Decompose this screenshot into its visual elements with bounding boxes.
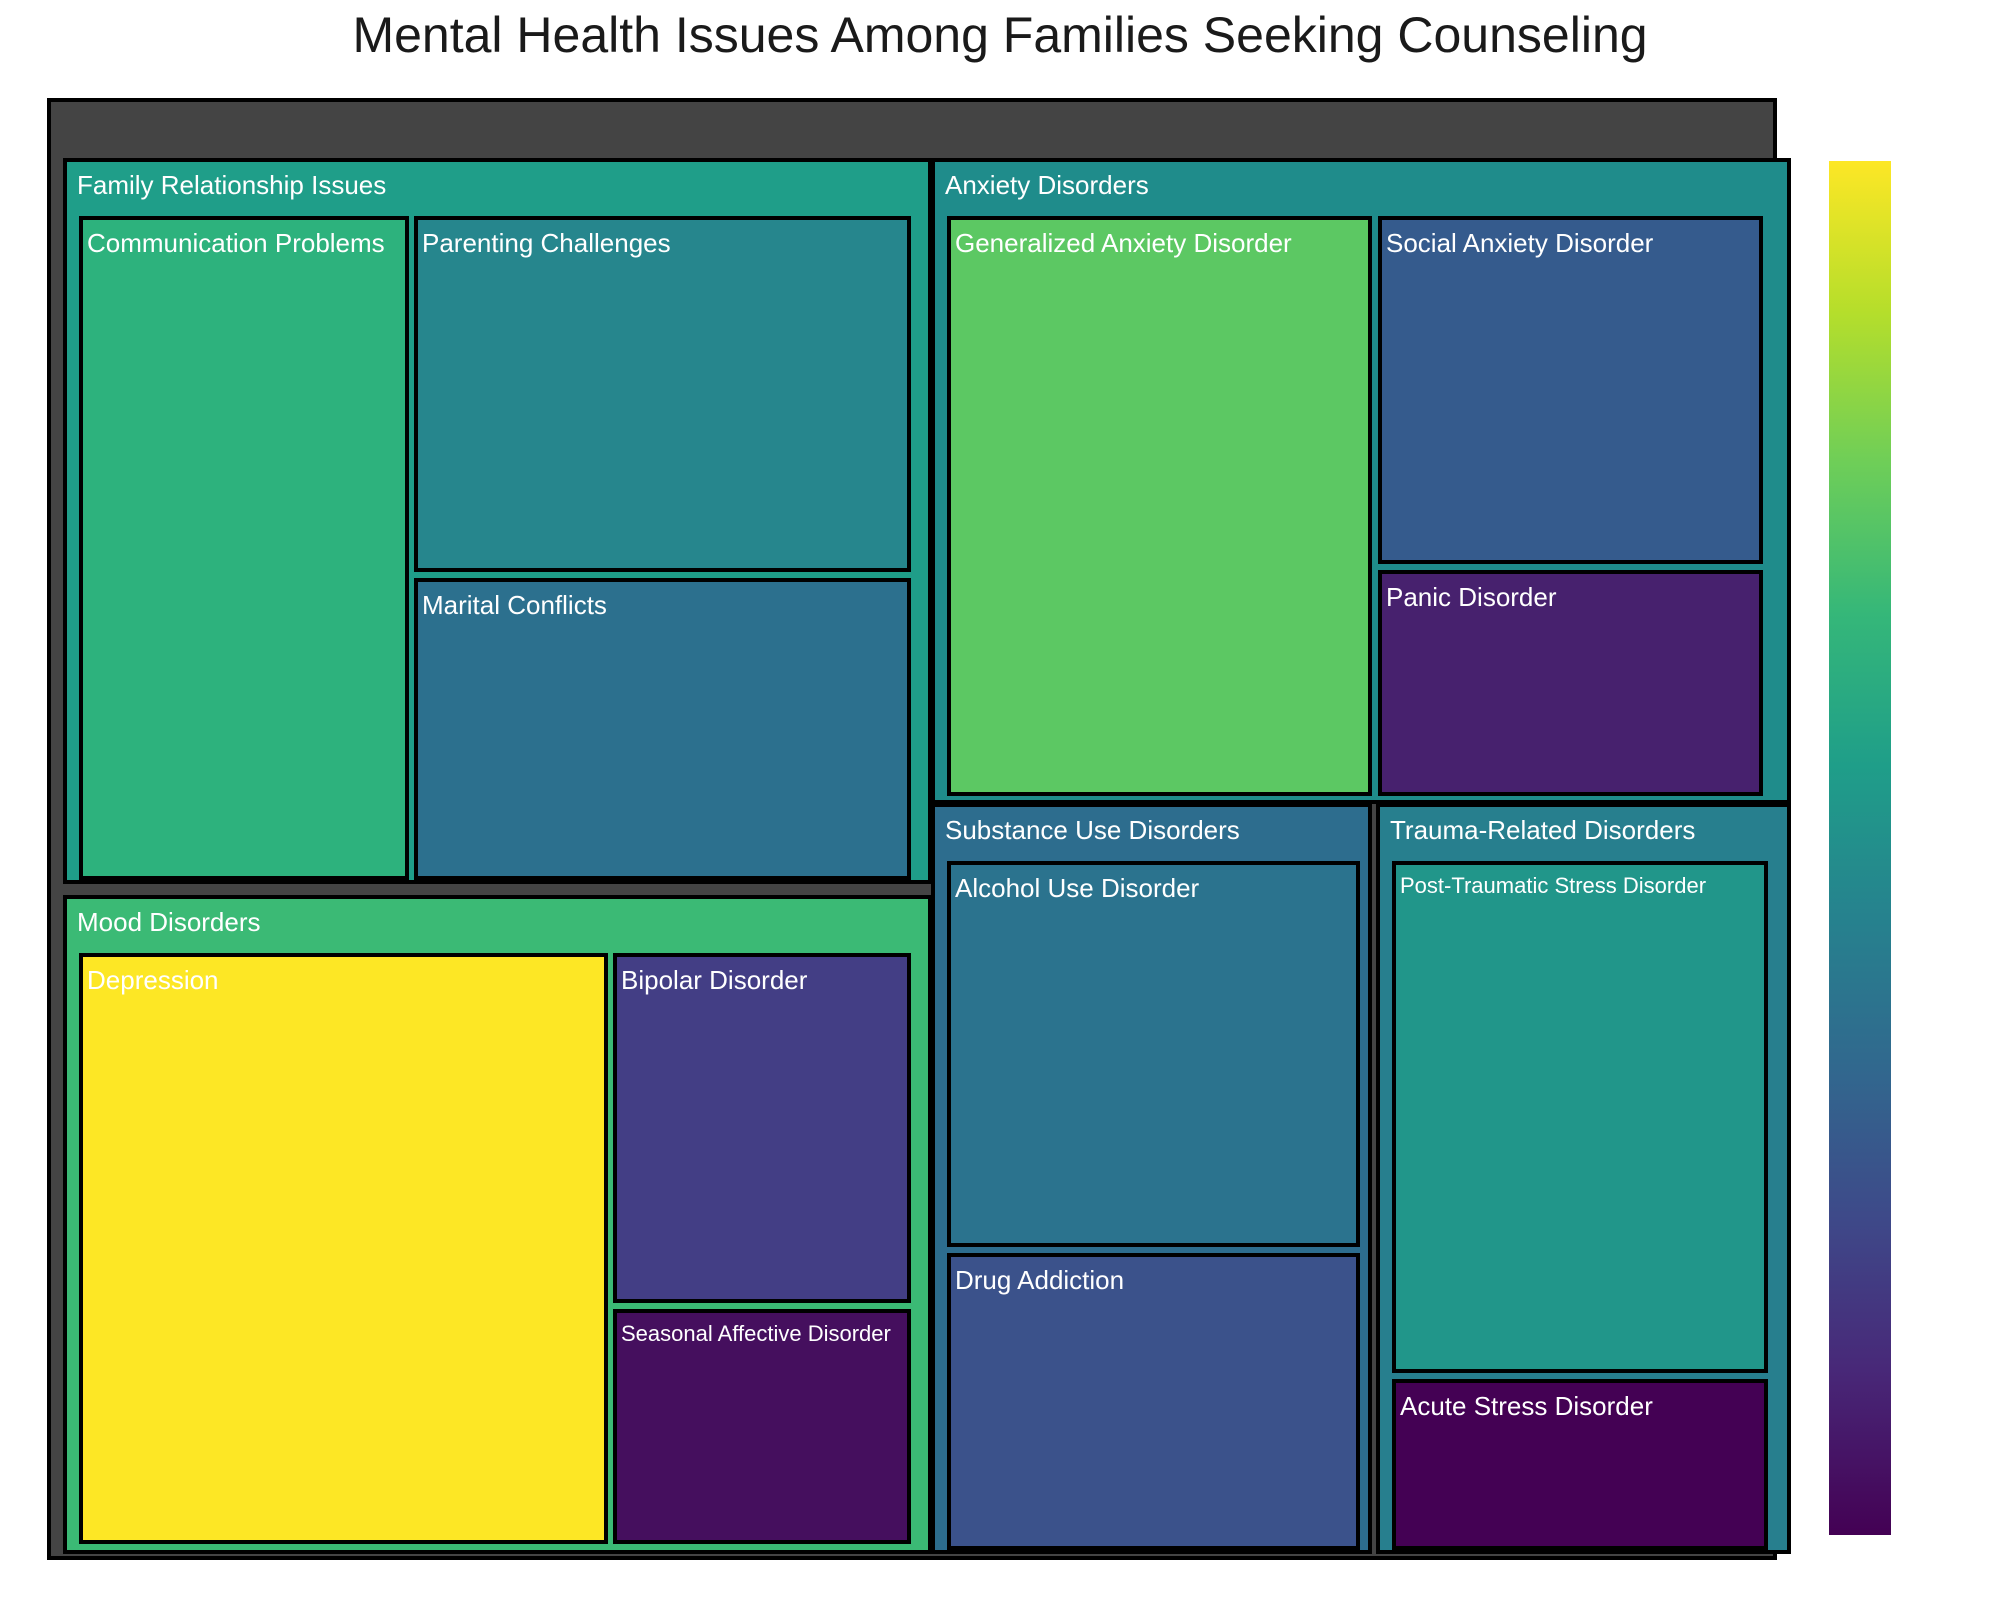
- treemap-tile-generalized-anxiety-disorder[interactable]: Generalized Anxiety Disorder: [947, 216, 1372, 796]
- treemap-group-family-relationship-issues[interactable]: Family Relationship Issues Communication …: [63, 158, 932, 884]
- treemap-tile-alcohol-use-disorder[interactable]: Alcohol Use Disorder: [947, 861, 1360, 1247]
- tile-label: Drug Addiction: [955, 1265, 1125, 1295]
- treemap-tile-communication-problems[interactable]: Communication Problems: [79, 216, 409, 880]
- treemap-tile-drug-addiction[interactable]: Drug Addiction: [947, 1253, 1360, 1550]
- treemap-root: Family Relationship Issues Communication …: [47, 98, 1791, 1560]
- treemap-tile-parenting-challenges[interactable]: Parenting Challenges: [414, 216, 911, 572]
- treemap-group-mood-disorders[interactable]: Mood Disorders Depression Bipolar Disorder…: [63, 895, 932, 1554]
- tile-label: Communication Problems: [87, 228, 385, 258]
- tile-label: Acute Stress Disorder: [1400, 1391, 1653, 1421]
- treemap-group-anxiety-disorders[interactable]: Anxiety Disorders Generalized Anxiety Dis…: [931, 158, 1791, 804]
- treemap-tile-social-anxiety-disorder[interactable]: Social Anxiety Disorder: [1378, 216, 1763, 564]
- treemap-tile-depression[interactable]: Depression: [79, 953, 608, 1544]
- colorbar: [1829, 161, 1891, 1535]
- treemap-tile-bipolar-disorder[interactable]: Bipolar Disorder: [613, 953, 911, 1303]
- treemap-tile-seasonal-affective-disorder[interactable]: Seasonal Affective Disorder: [613, 1309, 911, 1544]
- chart-title: Mental Health Issues Among Families Seek…: [352, 7, 1648, 63]
- tile-label: Marital Conflicts: [422, 590, 607, 620]
- tile-label: Seasonal Affective Disorder: [621, 1321, 891, 1346]
- treemap-tile-acute-stress-disorder[interactable]: Acute Stress Disorder: [1392, 1379, 1768, 1550]
- group-label: Trauma-Related Disorders: [1390, 815, 1696, 845]
- tile-label: Generalized Anxiety Disorder: [955, 228, 1292, 258]
- treemap-tile-post-traumatic-stress-disorder[interactable]: Post-Traumatic Stress Disorder: [1392, 861, 1768, 1373]
- tile-label: Social Anxiety Disorder: [1386, 228, 1654, 258]
- tile-label: Alcohol Use Disorder: [955, 873, 1200, 903]
- group-label: Family Relationship Issues: [77, 170, 387, 200]
- treemap-tile-marital-conflicts[interactable]: Marital Conflicts: [414, 578, 911, 880]
- group-label: Anxiety Disorders: [945, 170, 1149, 200]
- group-label: Substance Use Disorders: [945, 815, 1240, 845]
- tile-label: Depression: [87, 965, 219, 995]
- tile-label: Panic Disorder: [1386, 582, 1557, 612]
- treemap-group-trauma-related-disorders[interactable]: Trauma-Related Disorders Post-Traumatic S…: [1376, 803, 1791, 1554]
- tile-label: Parenting Challenges: [422, 228, 671, 258]
- treemap-group-substance-use-disorders[interactable]: Substance Use Disorders Alcohol Use Disor…: [931, 803, 1372, 1554]
- treemap-tile-panic-disorder[interactable]: Panic Disorder: [1378, 570, 1763, 796]
- tile-label: Bipolar Disorder: [621, 965, 808, 995]
- group-label: Mood Disorders: [77, 907, 261, 937]
- tile-label: Post-Traumatic Stress Disorder: [1400, 873, 1707, 898]
